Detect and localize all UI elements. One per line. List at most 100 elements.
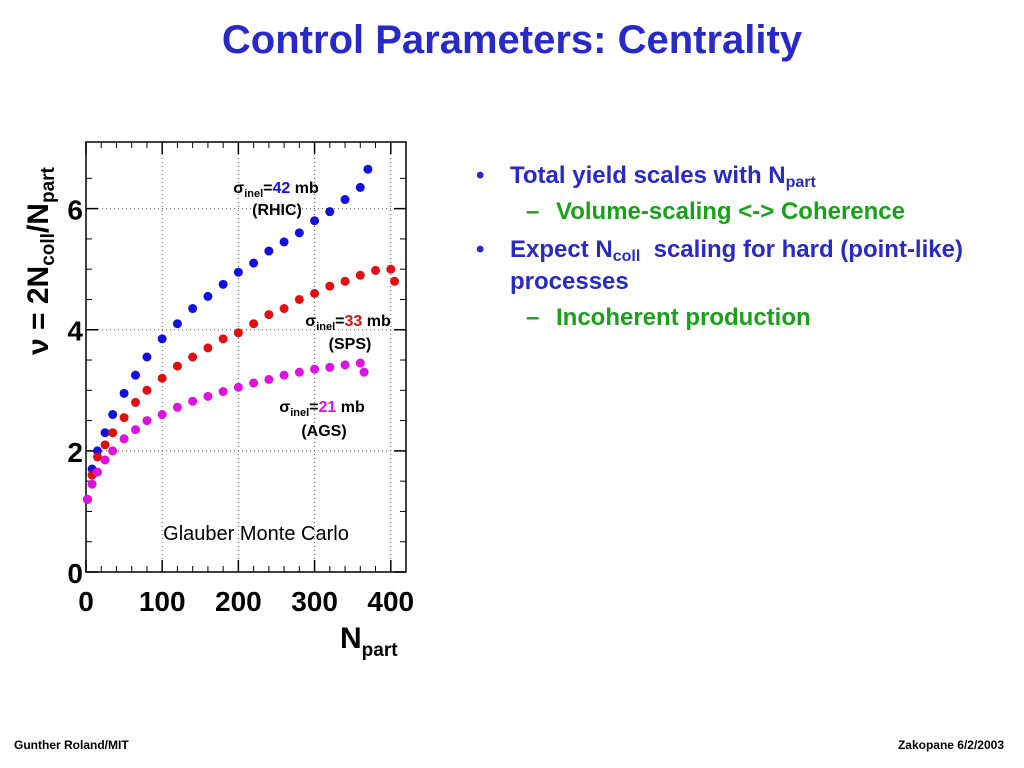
data-point xyxy=(92,452,102,462)
series-label-rhic: σinel=42 mb xyxy=(233,180,319,200)
bullet-sub: part xyxy=(785,174,816,191)
data-point xyxy=(157,334,167,344)
slide-title: Control Parameters: Centrality xyxy=(221,18,803,62)
plot-frame xyxy=(85,141,407,573)
bullet-dash-icon: – xyxy=(526,198,540,225)
x-tick-label: 300 xyxy=(291,586,338,617)
data-point xyxy=(218,279,228,289)
data-point xyxy=(188,352,198,362)
data-point xyxy=(340,360,350,370)
data-point xyxy=(203,291,213,301)
sigma-sub: inel xyxy=(244,188,263,200)
data-point xyxy=(310,288,320,298)
sub-bullet-text: Incoherent production xyxy=(556,304,811,331)
y-tick-label: 6 xyxy=(67,195,83,226)
bullet-list: • Total yield scales with Npart – Volume… xyxy=(470,160,1010,340)
sigma-eq: = xyxy=(309,399,318,416)
data-point xyxy=(157,373,167,383)
sigma-value: 21 xyxy=(319,399,337,416)
sub-bullet-item: – Volume-scaling <-> Coherence xyxy=(470,196,1010,228)
data-point xyxy=(294,367,304,377)
data-point xyxy=(233,267,243,277)
y-axis-label: ν = 2Ncoll/Npart xyxy=(22,166,59,355)
series-name-rhic: (RHIC) xyxy=(252,202,302,219)
bullet-text: Expect N xyxy=(510,236,613,263)
series-label-ags: σinel=21 mb xyxy=(279,399,365,419)
bullet-text: Total yield scales with N xyxy=(510,162,786,189)
series-1-points xyxy=(83,264,400,504)
bullet-dash-icon: – xyxy=(526,304,540,331)
data-point xyxy=(142,352,152,362)
data-point xyxy=(359,367,369,377)
data-point xyxy=(188,396,198,406)
y-axis-label-sub2: part xyxy=(38,166,59,203)
data-point xyxy=(100,428,110,438)
data-point xyxy=(119,413,129,423)
bullet-item: • Total yield scales with Npart xyxy=(470,160,1010,192)
data-point xyxy=(172,361,182,371)
data-point xyxy=(87,479,97,489)
data-point xyxy=(363,164,373,174)
data-point xyxy=(131,397,141,407)
data-point xyxy=(371,265,381,275)
sigma-symbol: σ xyxy=(233,180,244,197)
data-point xyxy=(340,195,350,205)
data-point xyxy=(108,446,118,456)
footer-author: Gunther Roland/MIT xyxy=(14,738,129,752)
data-point xyxy=(249,319,259,329)
y-axis-label-prefix: ν = 2N xyxy=(22,266,55,355)
data-point xyxy=(119,388,129,398)
series-2-points xyxy=(83,358,369,504)
data-point xyxy=(188,304,198,314)
bullet-sub: coll xyxy=(612,248,641,265)
y-axis-label-sub1: coll xyxy=(38,233,59,266)
data-point xyxy=(310,216,320,226)
series-name-ags: (AGS) xyxy=(301,423,346,440)
data-point xyxy=(172,319,182,329)
data-point xyxy=(172,402,182,412)
data-point xyxy=(355,358,365,368)
tick-labels: 0 100 200 300 400 0 2 4 6 xyxy=(67,195,414,617)
data-point xyxy=(340,276,350,286)
series-name-sps: (SPS) xyxy=(329,336,372,353)
data-point xyxy=(142,385,152,395)
x-axis-label: Npart xyxy=(340,622,398,661)
data-point xyxy=(157,410,167,420)
data-points xyxy=(83,164,400,504)
x-axis-label-sub: part xyxy=(362,640,399,661)
data-point xyxy=(279,304,289,314)
sub-bullet-item: – Incoherent production xyxy=(470,302,1010,334)
y-tick-label: 2 xyxy=(67,437,83,468)
data-point xyxy=(108,428,118,438)
footer-date: Zakopane 6/2/2003 xyxy=(897,738,1004,752)
data-point xyxy=(390,276,400,286)
series-0-points xyxy=(83,164,373,504)
data-point xyxy=(100,440,110,450)
sigma-symbol: σ xyxy=(305,313,316,330)
x-axis-label-main: N xyxy=(340,622,362,655)
data-point xyxy=(325,207,335,217)
sigma-sub: inel xyxy=(316,321,335,333)
sigma-sub: inel xyxy=(290,407,309,419)
data-point xyxy=(294,294,304,304)
data-point xyxy=(355,182,365,192)
data-point xyxy=(294,228,304,238)
data-point xyxy=(355,270,365,280)
x-tick-label: 0 xyxy=(78,586,94,617)
glauber-annotation: Glauber Monte Carlo xyxy=(163,523,349,545)
data-point xyxy=(249,258,259,268)
data-point xyxy=(233,328,243,338)
data-point xyxy=(131,425,141,435)
data-point xyxy=(249,378,259,388)
data-point xyxy=(218,334,228,344)
data-point xyxy=(310,364,320,374)
data-point xyxy=(325,281,335,291)
chart-ticks xyxy=(85,142,406,573)
sigma-unit: mb xyxy=(290,180,319,197)
bullet-item: • Expect Ncoll scaling for hard (point-l… xyxy=(470,234,1010,298)
data-point xyxy=(83,494,93,504)
data-point xyxy=(386,264,396,274)
x-tick-label: 400 xyxy=(367,586,414,617)
x-tick-label: 100 xyxy=(139,586,186,617)
